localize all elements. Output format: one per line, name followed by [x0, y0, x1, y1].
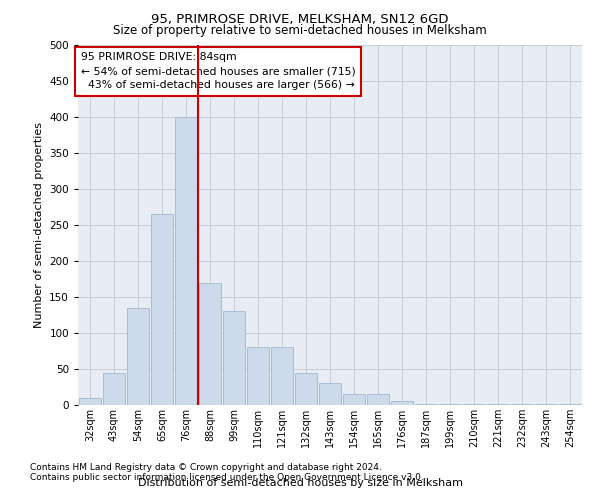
- Bar: [463, 404, 485, 405]
- Bar: [415, 404, 437, 405]
- Bar: [151, 214, 173, 405]
- Bar: [391, 402, 413, 405]
- Text: Distribution of semi-detached houses by size in Melksham: Distribution of semi-detached houses by …: [137, 478, 463, 488]
- Bar: [127, 308, 149, 405]
- Bar: [175, 117, 197, 405]
- Bar: [511, 404, 533, 405]
- Text: 95 PRIMROSE DRIVE: 84sqm
← 54% of semi-detached houses are smaller (715)
  43% o: 95 PRIMROSE DRIVE: 84sqm ← 54% of semi-d…: [80, 52, 355, 90]
- Text: Size of property relative to semi-detached houses in Melksham: Size of property relative to semi-detach…: [113, 24, 487, 37]
- Text: Contains HM Land Registry data © Crown copyright and database right 2024.: Contains HM Land Registry data © Crown c…: [30, 462, 382, 471]
- Bar: [487, 404, 509, 405]
- Y-axis label: Number of semi-detached properties: Number of semi-detached properties: [34, 122, 44, 328]
- Bar: [343, 394, 365, 405]
- Bar: [559, 404, 581, 405]
- Bar: [367, 394, 389, 405]
- Text: 95, PRIMROSE DRIVE, MELKSHAM, SN12 6GD: 95, PRIMROSE DRIVE, MELKSHAM, SN12 6GD: [151, 12, 449, 26]
- Bar: [535, 404, 557, 405]
- Bar: [295, 372, 317, 405]
- Bar: [79, 398, 101, 405]
- Bar: [271, 348, 293, 405]
- Bar: [439, 404, 461, 405]
- Bar: [103, 372, 125, 405]
- Text: Contains public sector information licensed under the Open Government Licence v3: Contains public sector information licen…: [30, 472, 424, 482]
- Bar: [247, 348, 269, 405]
- Bar: [223, 312, 245, 405]
- Bar: [199, 282, 221, 405]
- Bar: [319, 384, 341, 405]
